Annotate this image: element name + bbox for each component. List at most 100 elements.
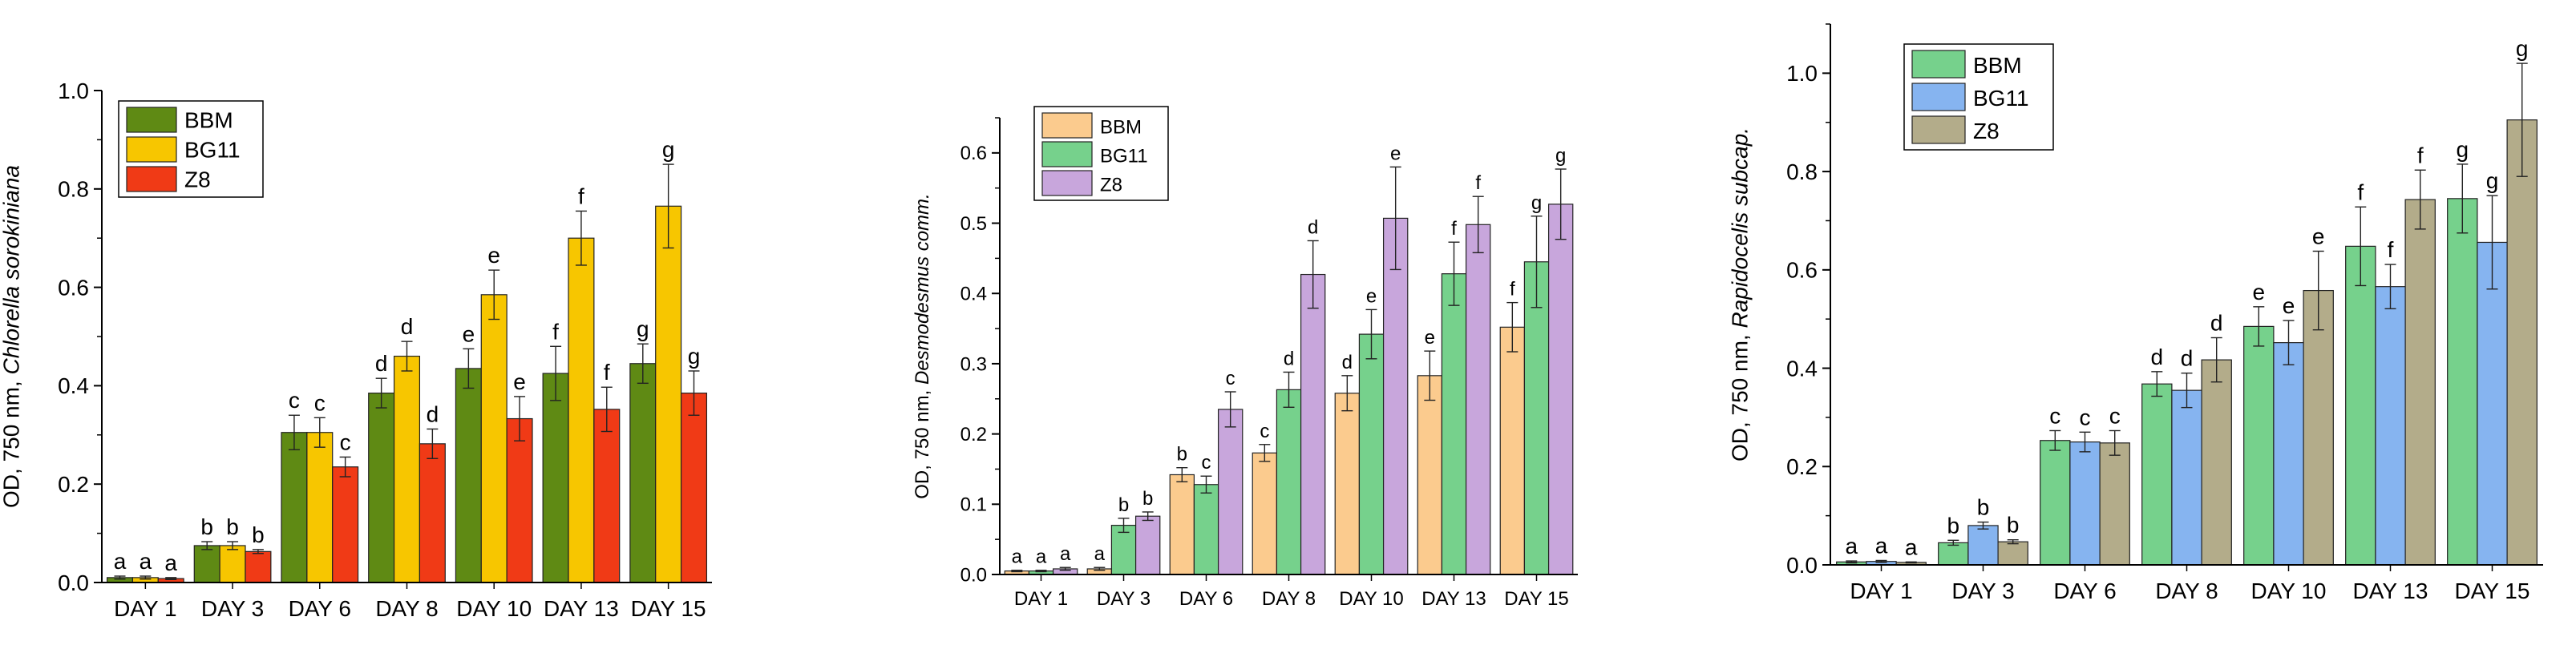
significance-letter: e <box>513 369 526 394</box>
significance-letter: a <box>1905 534 1918 559</box>
legend-label: BG11 <box>1973 86 2029 111</box>
bar <box>2447 198 2478 566</box>
bar <box>593 409 621 583</box>
significance-letter: g <box>2486 168 2499 193</box>
y-axis-label: OD, 750 nm, Rapidocelis subcap. <box>1727 127 1752 462</box>
x-tick-label: DAY 6 <box>289 596 351 621</box>
significance-letter: g <box>637 316 649 341</box>
x-tick-label: DAY 10 <box>456 596 532 621</box>
x-tick-label: DAY 1 <box>114 596 176 621</box>
bar <box>1523 261 1550 575</box>
significance-letter: f <box>2388 237 2394 262</box>
y-tick-label: 0.8 <box>58 177 89 202</box>
significance-letter: a <box>1012 546 1023 568</box>
significance-letter: f <box>578 183 584 208</box>
y-tick-label: 0.8 <box>1786 159 1818 184</box>
significance-letter: d <box>2181 346 2194 371</box>
legend-label: Z8 <box>184 167 211 191</box>
x-tick-label: DAY 13 <box>2353 578 2428 603</box>
y-tick-label: 0.4 <box>960 284 987 305</box>
legend-label: BBM <box>184 107 233 132</box>
x-tick-label: DAY 1 <box>1850 578 1912 603</box>
x-tick-label: DAY 13 <box>544 596 619 621</box>
y-axis-label-prefix: OD, 750 nm, <box>0 374 23 508</box>
bar <box>193 545 220 583</box>
significance-letter: e <box>1390 143 1401 164</box>
bar <box>568 237 595 583</box>
x-tick-label: DAY 13 <box>1421 588 1486 610</box>
significance-letter: a <box>1875 533 1888 558</box>
bar <box>655 205 682 583</box>
bar <box>2404 199 2436 566</box>
significance-letter: c <box>289 388 300 413</box>
legend-swatch <box>1041 141 1093 167</box>
y-tick-label: 1.0 <box>58 79 89 103</box>
x-tick-label: DAY 10 <box>2251 578 2327 603</box>
significance-letter: e <box>1366 285 1377 307</box>
bar <box>306 432 334 583</box>
bar <box>1997 541 2028 566</box>
significance-letter: e <box>2253 280 2266 304</box>
bar <box>1134 515 1161 575</box>
legend-swatch <box>1911 83 1966 111</box>
significance-letter: d <box>401 314 414 339</box>
legend-swatch <box>126 107 177 133</box>
significance-letter: f <box>1451 218 1457 240</box>
y-axis-label: OD, 750 nm, Desmodesmus comm. <box>912 193 933 498</box>
bar <box>1276 389 1302 575</box>
bar <box>506 417 533 583</box>
bar <box>368 393 395 583</box>
significance-letter: e <box>463 321 475 346</box>
y-axis-label-species: Chlorella sorokiniana <box>0 165 23 374</box>
significance-letter: f <box>1475 172 1481 194</box>
y-axis-label-species: Rapidocelis subcap. <box>1727 127 1752 329</box>
bar <box>455 368 482 583</box>
y-tick-label: 0.6 <box>58 275 89 300</box>
y-axis-label-species: Desmodesmus comm. <box>912 193 933 385</box>
bar <box>1938 542 1969 566</box>
x-tick-label: DAY 15 <box>2455 578 2530 603</box>
x-tick-label: DAY 3 <box>201 596 264 621</box>
bar <box>1334 393 1361 575</box>
x-tick-label: DAY 10 <box>1339 588 1404 610</box>
significance-letter: a <box>164 550 177 575</box>
bar <box>332 466 359 583</box>
significance-letter: b <box>226 514 239 539</box>
y-tick-label: 0.6 <box>960 143 987 164</box>
bar <box>1465 224 1491 575</box>
bar <box>480 294 508 583</box>
y-tick-label: 1.0 <box>1786 61 1818 86</box>
x-tick-label: DAY 15 <box>631 596 706 621</box>
y-tick-label: 0.3 <box>960 353 987 375</box>
bar <box>1217 409 1244 575</box>
bar <box>1252 452 1278 575</box>
bar <box>1300 273 1326 575</box>
x-tick-label: DAY 8 <box>2155 578 2218 603</box>
significance-letter: b <box>200 514 213 539</box>
significance-letter: f <box>552 319 559 344</box>
bar <box>1417 375 1443 575</box>
significance-letter: b <box>1118 494 1129 516</box>
legend-label: Z8 <box>1100 174 1122 196</box>
significance-letter: c <box>2109 403 2121 428</box>
significance-letter: f <box>2417 143 2424 167</box>
bar <box>1110 525 1137 575</box>
y-axis-label: OD, 750 nm, Chlorella sorokiniana <box>0 165 23 508</box>
y-tick-label: 0.1 <box>960 494 987 516</box>
bar <box>1499 326 1526 575</box>
bar <box>393 355 421 583</box>
bar <box>1441 273 1467 575</box>
significance-letter: b <box>252 522 265 547</box>
bar <box>2141 383 2173 566</box>
significance-letter: g <box>1531 192 1542 214</box>
bar <box>2243 325 2275 566</box>
significance-letter: d <box>1342 352 1353 373</box>
x-tick-label: DAY 1 <box>1014 588 1068 610</box>
significance-letter: f <box>604 360 610 385</box>
legend-swatch <box>126 166 177 192</box>
significance-letter: a <box>1846 534 1858 558</box>
significance-letter: g <box>2516 36 2529 61</box>
y-tick-label: 0.0 <box>58 570 89 595</box>
bar <box>1382 217 1409 575</box>
